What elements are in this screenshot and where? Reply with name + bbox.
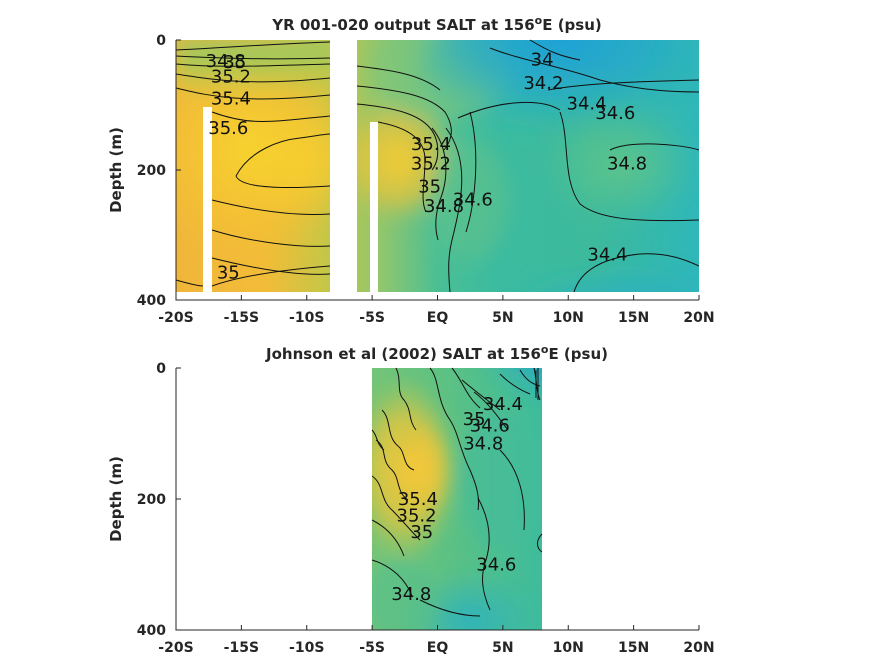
contour-label: 34.8	[463, 433, 503, 454]
x-tick-label: 15N	[618, 640, 649, 656]
contour-label: 34.4	[587, 245, 627, 266]
x-tick-label: EQ	[427, 640, 449, 656]
salinity-field	[372, 368, 542, 630]
y-tick-label: 200	[137, 163, 166, 179]
x-ticks: -20S -15S -10S -5S EQ 5N 10N 15N 20N	[158, 625, 715, 656]
contour-label: 35	[410, 522, 433, 543]
contour-label: 35	[418, 176, 441, 197]
x-tick-label: -15S	[224, 310, 259, 326]
x-ticks: -20S -15S -10S -5S EQ 5N 10N 15N 20N	[158, 295, 715, 326]
x-tick-label: 5N	[492, 310, 513, 326]
y-ticks: 0 200 400	[137, 361, 181, 639]
x-tick-label: 20N	[683, 310, 714, 326]
contour-label: 34.2	[523, 73, 563, 94]
contour-label: 35	[463, 409, 486, 430]
x-tick-label: 10N	[553, 310, 584, 326]
contour-label: 35.2	[411, 154, 451, 175]
contour-label: 34.6	[453, 189, 493, 210]
y-axis-label: Depth (m)	[107, 456, 125, 542]
contour-label: 35.6	[208, 118, 248, 139]
axes: -20S -15S -10S -5S EQ 5N 10N 15N 20N 0 200 400	[137, 33, 715, 326]
contour-label: 35.2	[211, 66, 251, 87]
contour-label: 35.4	[411, 134, 451, 155]
x-tick-label: 15N	[618, 310, 649, 326]
x-tick-label: -5S	[359, 640, 385, 656]
salinity-field	[176, 40, 699, 292]
x-tick-label: EQ	[427, 310, 449, 326]
x-tick-label: -5S	[359, 310, 385, 326]
masked-columns	[203, 38, 378, 297]
axes: -20S -15S -10S -5S EQ 5N 10N 15N 20N 0 200 400	[137, 361, 715, 656]
contour-label: 35.4	[398, 489, 438, 510]
contour-label: 35	[223, 52, 246, 73]
y-ticks: 0 200 400	[137, 33, 181, 309]
y-tick-label: 200	[137, 492, 166, 508]
x-tick-label: -20S	[158, 310, 193, 326]
y-axis-label: Depth (m)	[107, 127, 125, 213]
x-tick-label: -10S	[289, 640, 324, 656]
x-tick-label: 10N	[553, 640, 584, 656]
chart-title: YR 001-020 output SALT at 156oE (psu)	[271, 14, 602, 34]
contour-label: 34.8	[607, 154, 647, 175]
contour-label: 34.8	[206, 51, 246, 72]
contour-lines	[175, 39, 700, 293]
chart-title: Johnson et al (2002) SALT at 156oE (psu)	[265, 343, 608, 363]
top-panel: 34.83535.235.435.6353434.234.434.634.834…	[107, 14, 715, 326]
contour-label: 34.8	[391, 584, 431, 605]
y-tick-label: 400	[137, 623, 166, 639]
x-tick-label: 5N	[492, 640, 513, 656]
contour-label: 34.4	[483, 394, 523, 415]
contour-label: 35	[217, 263, 240, 284]
contour-label: 34.6	[470, 416, 510, 437]
contour-label: 34.4	[567, 94, 607, 115]
x-tick-label: -15S	[224, 640, 259, 656]
x-tick-label: -20S	[158, 640, 193, 656]
y-tick-label: 0	[156, 33, 166, 49]
contour-label: 35.4	[211, 89, 251, 110]
y-tick-label: 400	[137, 293, 166, 309]
contour-label: 34	[531, 50, 554, 71]
contour-label: 34.8	[424, 196, 464, 217]
y-tick-label: 0	[156, 361, 166, 377]
x-tick-label: 20N	[683, 640, 714, 656]
contour-labels: 34.83535.235.435.6353434.234.434.634.834…	[206, 50, 647, 284]
contour-label: 34.6	[476, 555, 516, 576]
x-tick-label: -10S	[289, 310, 324, 326]
contour-label: 35.2	[397, 505, 437, 526]
contour-lines	[371, 367, 543, 617]
contour-label: 34.6	[595, 103, 635, 124]
